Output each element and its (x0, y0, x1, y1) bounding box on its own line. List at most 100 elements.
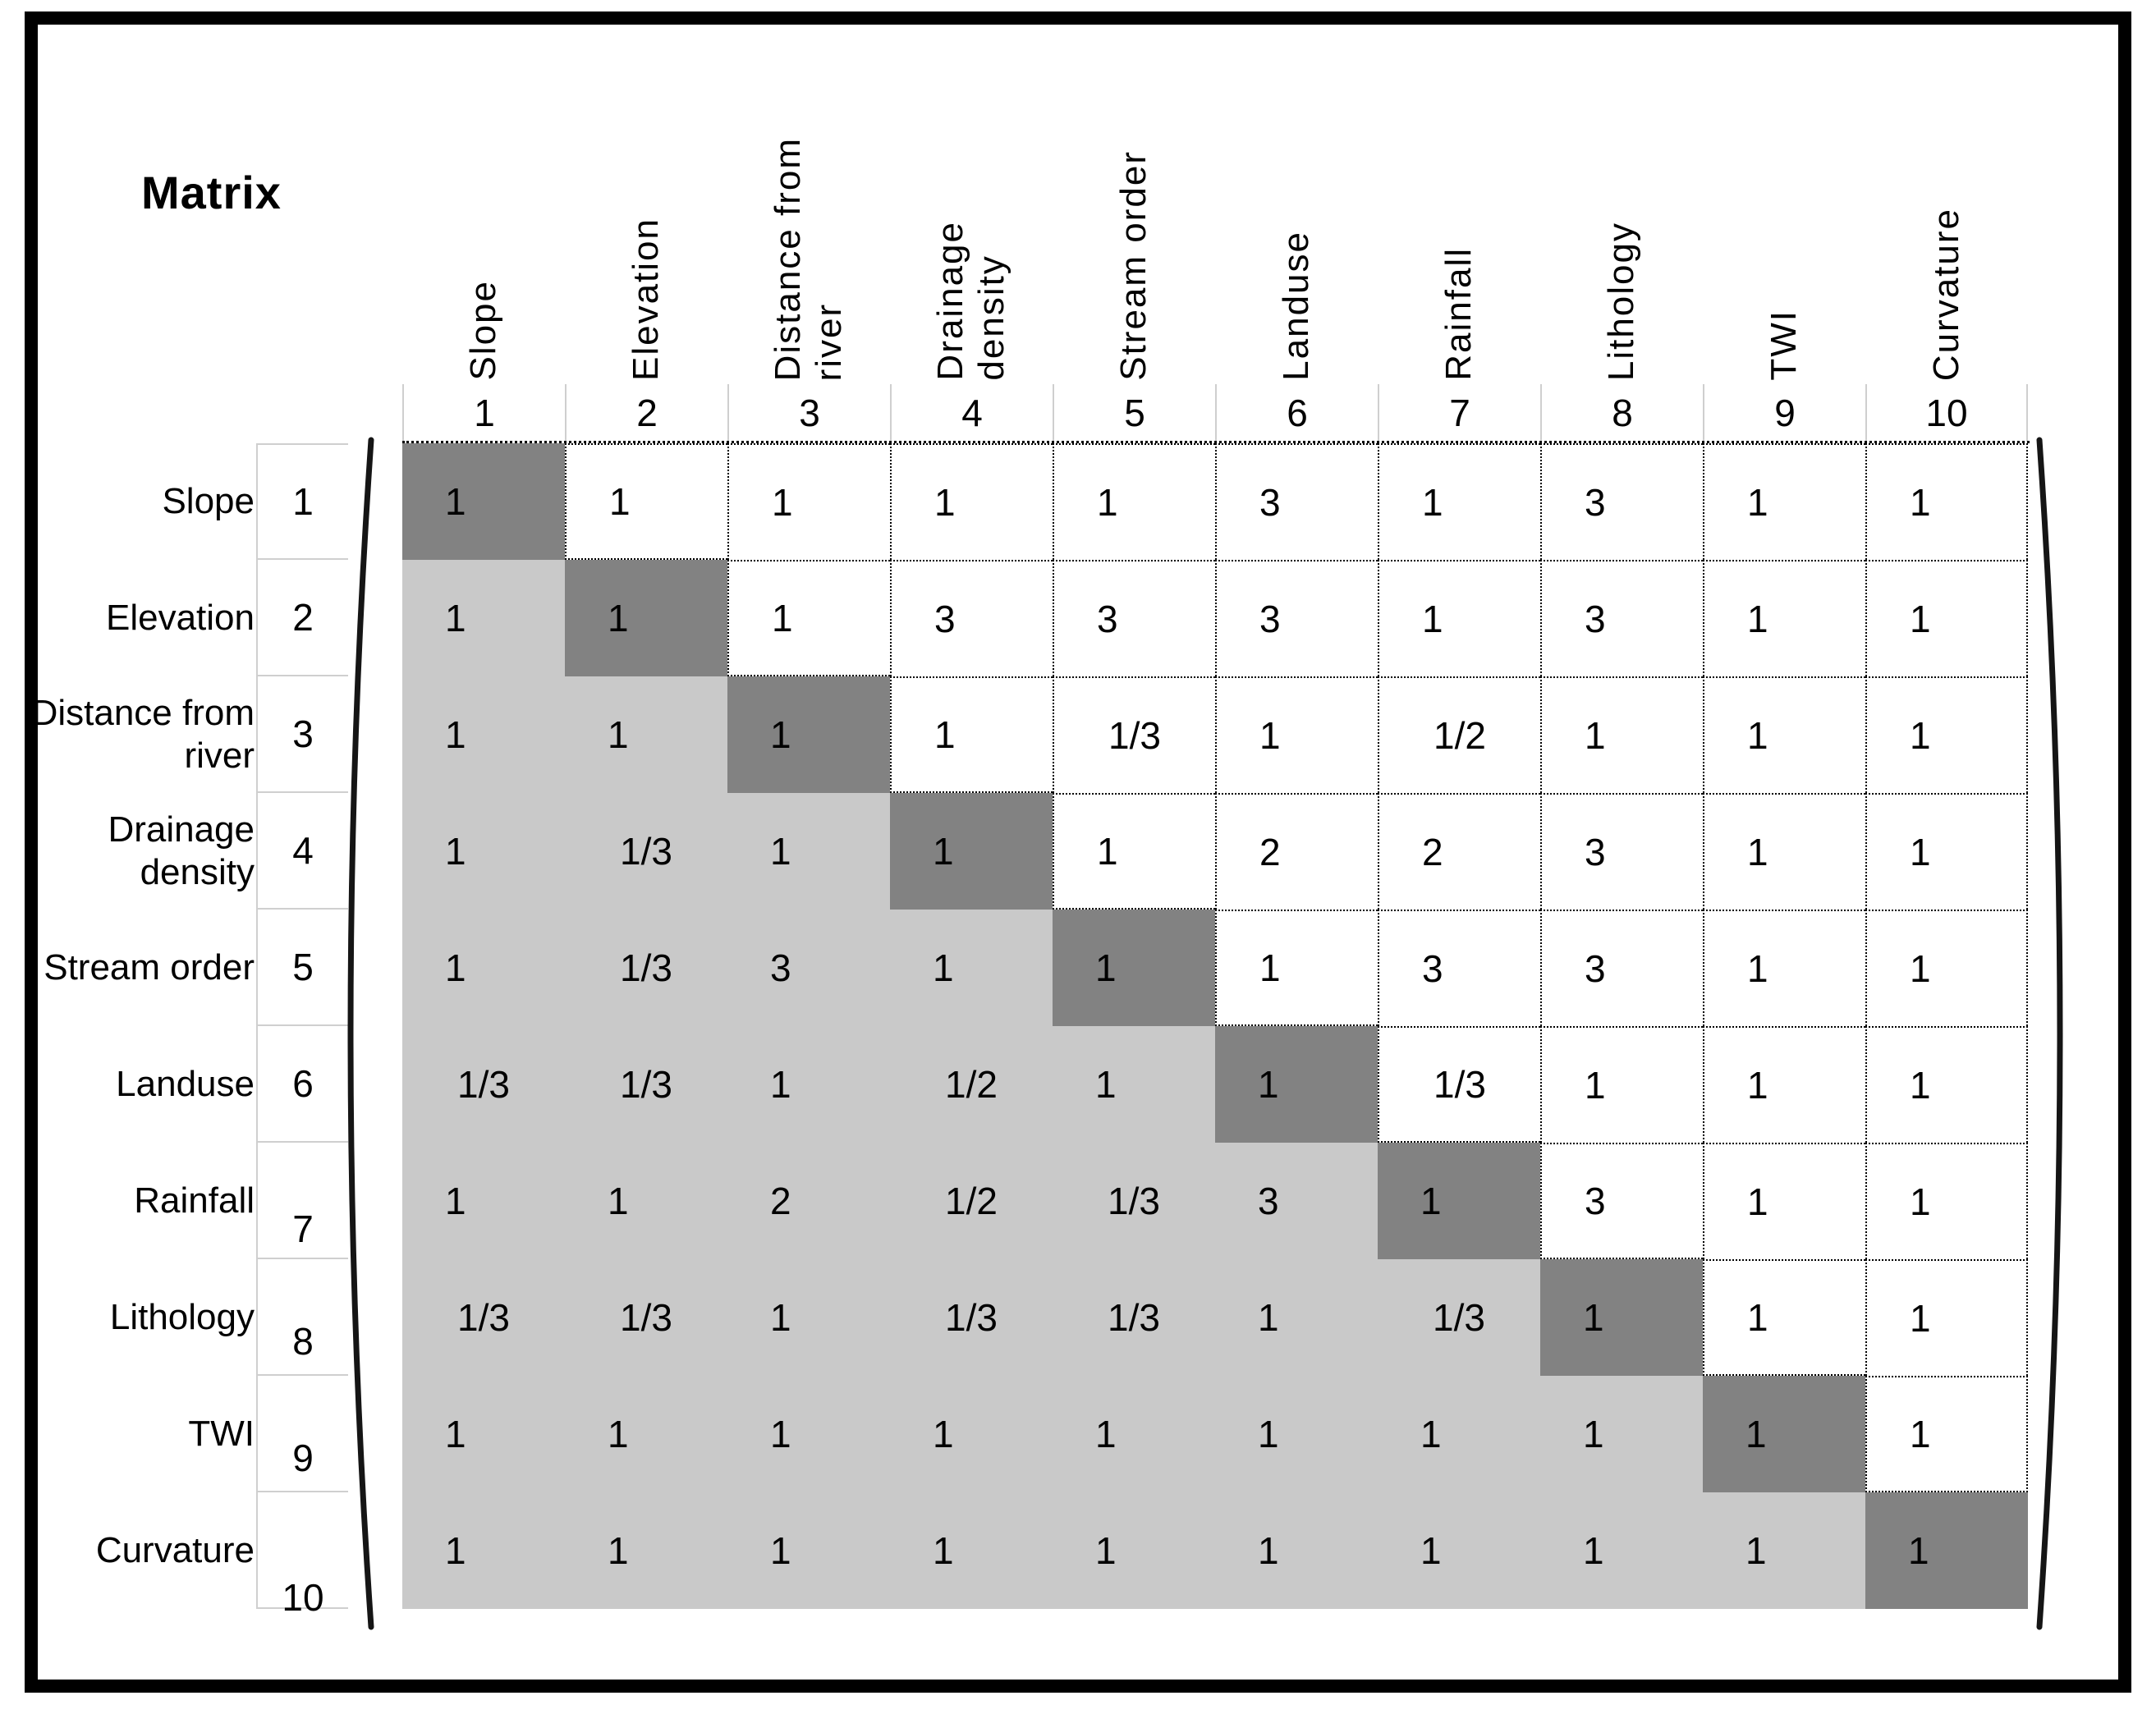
matrix-cell: 1 (402, 793, 565, 910)
matrix-cell: 1 (1053, 1492, 1215, 1609)
matrix-cell: 1/3 (565, 793, 727, 910)
matrix-cell: 1/3 (565, 910, 727, 1026)
column-number: 1 (402, 384, 565, 442)
column-number: 7 (1378, 384, 1540, 442)
matrix-cell: 1 (1865, 1259, 2028, 1376)
column-header-label: Rainfall (1438, 247, 1479, 381)
matrix-cell: 1 (1053, 443, 1215, 560)
matrix-cell: 3 (1215, 1143, 1378, 1259)
matrix-cell: 1 (1865, 1143, 2028, 1259)
matrix-cell: 2 (1215, 793, 1378, 910)
column-header: Curvature (1865, 51, 2028, 381)
column-header-label: Curvature (1926, 207, 1966, 381)
matrix-cell: 1/3 (402, 1026, 565, 1143)
row-number: 7 (256, 1143, 348, 1259)
row-number-value: 4 (292, 829, 314, 872)
matrix-cell: 1 (890, 443, 1053, 560)
matrix-cell: 1 (1865, 1376, 2028, 1492)
column-number: 4 (890, 384, 1053, 442)
matrix-cell: 1/3 (565, 1259, 727, 1376)
matrix-cell: 3 (1378, 910, 1540, 1026)
matrix-cell: 1 (1865, 793, 2028, 910)
matrix-cell: 1 (1378, 443, 1540, 560)
matrix-cell: 1 (1540, 1259, 1703, 1376)
matrix-cell: 1 (1703, 1143, 1865, 1259)
matrix-cell: 1 (1215, 910, 1378, 1026)
matrix-cell: 1/3 (1378, 1259, 1540, 1376)
matrix-cell: 1 (1540, 1026, 1703, 1143)
row-number-value: 1 (292, 480, 314, 523)
column-header: Slope (402, 51, 565, 381)
matrix-cell: 1 (402, 443, 565, 560)
row-number-value: 5 (292, 946, 314, 988)
matrix-cell: 1 (1865, 910, 2028, 1026)
column-header-label: Drainage density (930, 221, 1011, 381)
matrix-cell: 1 (727, 793, 890, 910)
row-number: 3 (256, 676, 348, 793)
matrix-cell: 1 (565, 443, 727, 560)
matrix-cell: 1 (565, 676, 727, 793)
row-label: Stream order (44, 947, 255, 988)
outer-frame (25, 11, 2131, 1693)
row-number-value: 2 (292, 596, 314, 639)
matrix-cell: 3 (1540, 910, 1703, 1026)
matrix-cell: 1 (402, 560, 565, 676)
column-header: Drainage density (890, 51, 1053, 381)
row-number-value: 7 (292, 1208, 314, 1250)
matrix-cell: 2 (1378, 793, 1540, 910)
matrix-cell: 1 (727, 560, 890, 676)
matrix-cell: 1 (1540, 1376, 1703, 1492)
row-number-value: 8 (292, 1320, 314, 1363)
matrix-cell: 1 (727, 1492, 890, 1609)
matrix-top-border (402, 441, 2030, 443)
column-header: Lithology (1540, 51, 1703, 381)
column-number: 2 (565, 384, 727, 442)
matrix-cell: 1 (1703, 793, 1865, 910)
figure-title: Matrix (141, 167, 282, 218)
column-number: 5 (1053, 384, 1215, 442)
column-number: 3 (727, 384, 890, 442)
matrix-cell: 1/2 (890, 1026, 1053, 1143)
matrix-cell: 1 (890, 910, 1053, 1026)
matrix-cell: 1/3 (1053, 676, 1215, 793)
matrix-cell: 3 (1215, 560, 1378, 676)
matrix-cell: 1 (727, 1259, 890, 1376)
matrix-cell: 1 (1865, 560, 2028, 676)
matrix-cell: 1 (1215, 676, 1378, 793)
row-number: 9 (256, 1376, 348, 1492)
matrix-cell: 1 (1378, 560, 1540, 676)
row-number: 1 (256, 443, 348, 560)
matrix-cell: 1 (402, 676, 565, 793)
column-header-label: Slope (463, 280, 503, 381)
left-parenthesis-bracket (347, 437, 374, 1630)
matrix-cell: 1 (1703, 1492, 1865, 1609)
row-label: Landuse (116, 1064, 255, 1104)
matrix-cell: 1 (1703, 443, 1865, 560)
matrix-cell: 1 (565, 1376, 727, 1492)
row-label: Elevation (105, 598, 255, 638)
row-number: 8 (256, 1259, 348, 1376)
column-header: Landuse (1215, 51, 1378, 381)
matrix-cell: 2 (727, 1143, 890, 1259)
matrix-cell: 1 (1865, 443, 2028, 560)
matrix-cell: 1/3 (890, 1259, 1053, 1376)
row-label: Lithology (109, 1297, 255, 1337)
matrix-cell: 1 (402, 1143, 565, 1259)
matrix-cell: 1 (1215, 1376, 1378, 1492)
matrix-cell: 1/3 (402, 1259, 565, 1376)
matrix-cell: 1 (1540, 1492, 1703, 1609)
row-number-value: 3 (292, 713, 314, 755)
column-header-label: Distance from river (768, 136, 849, 381)
matrix-cell: 1 (1540, 676, 1703, 793)
row-number: 6 (256, 1026, 348, 1143)
matrix-cell: 1 (565, 1492, 727, 1609)
matrix-cell: 1/3 (1053, 1143, 1215, 1259)
row-label: Curvature (95, 1530, 255, 1570)
matrix-cell: 1 (402, 910, 565, 1026)
right-parenthesis-bracket (2036, 437, 2063, 1630)
matrix-cell: 1 (1378, 1376, 1540, 1492)
matrix-cell: 1 (565, 1143, 727, 1259)
column-header: Elevation (565, 51, 727, 381)
column-header: Distance from river (727, 51, 890, 381)
